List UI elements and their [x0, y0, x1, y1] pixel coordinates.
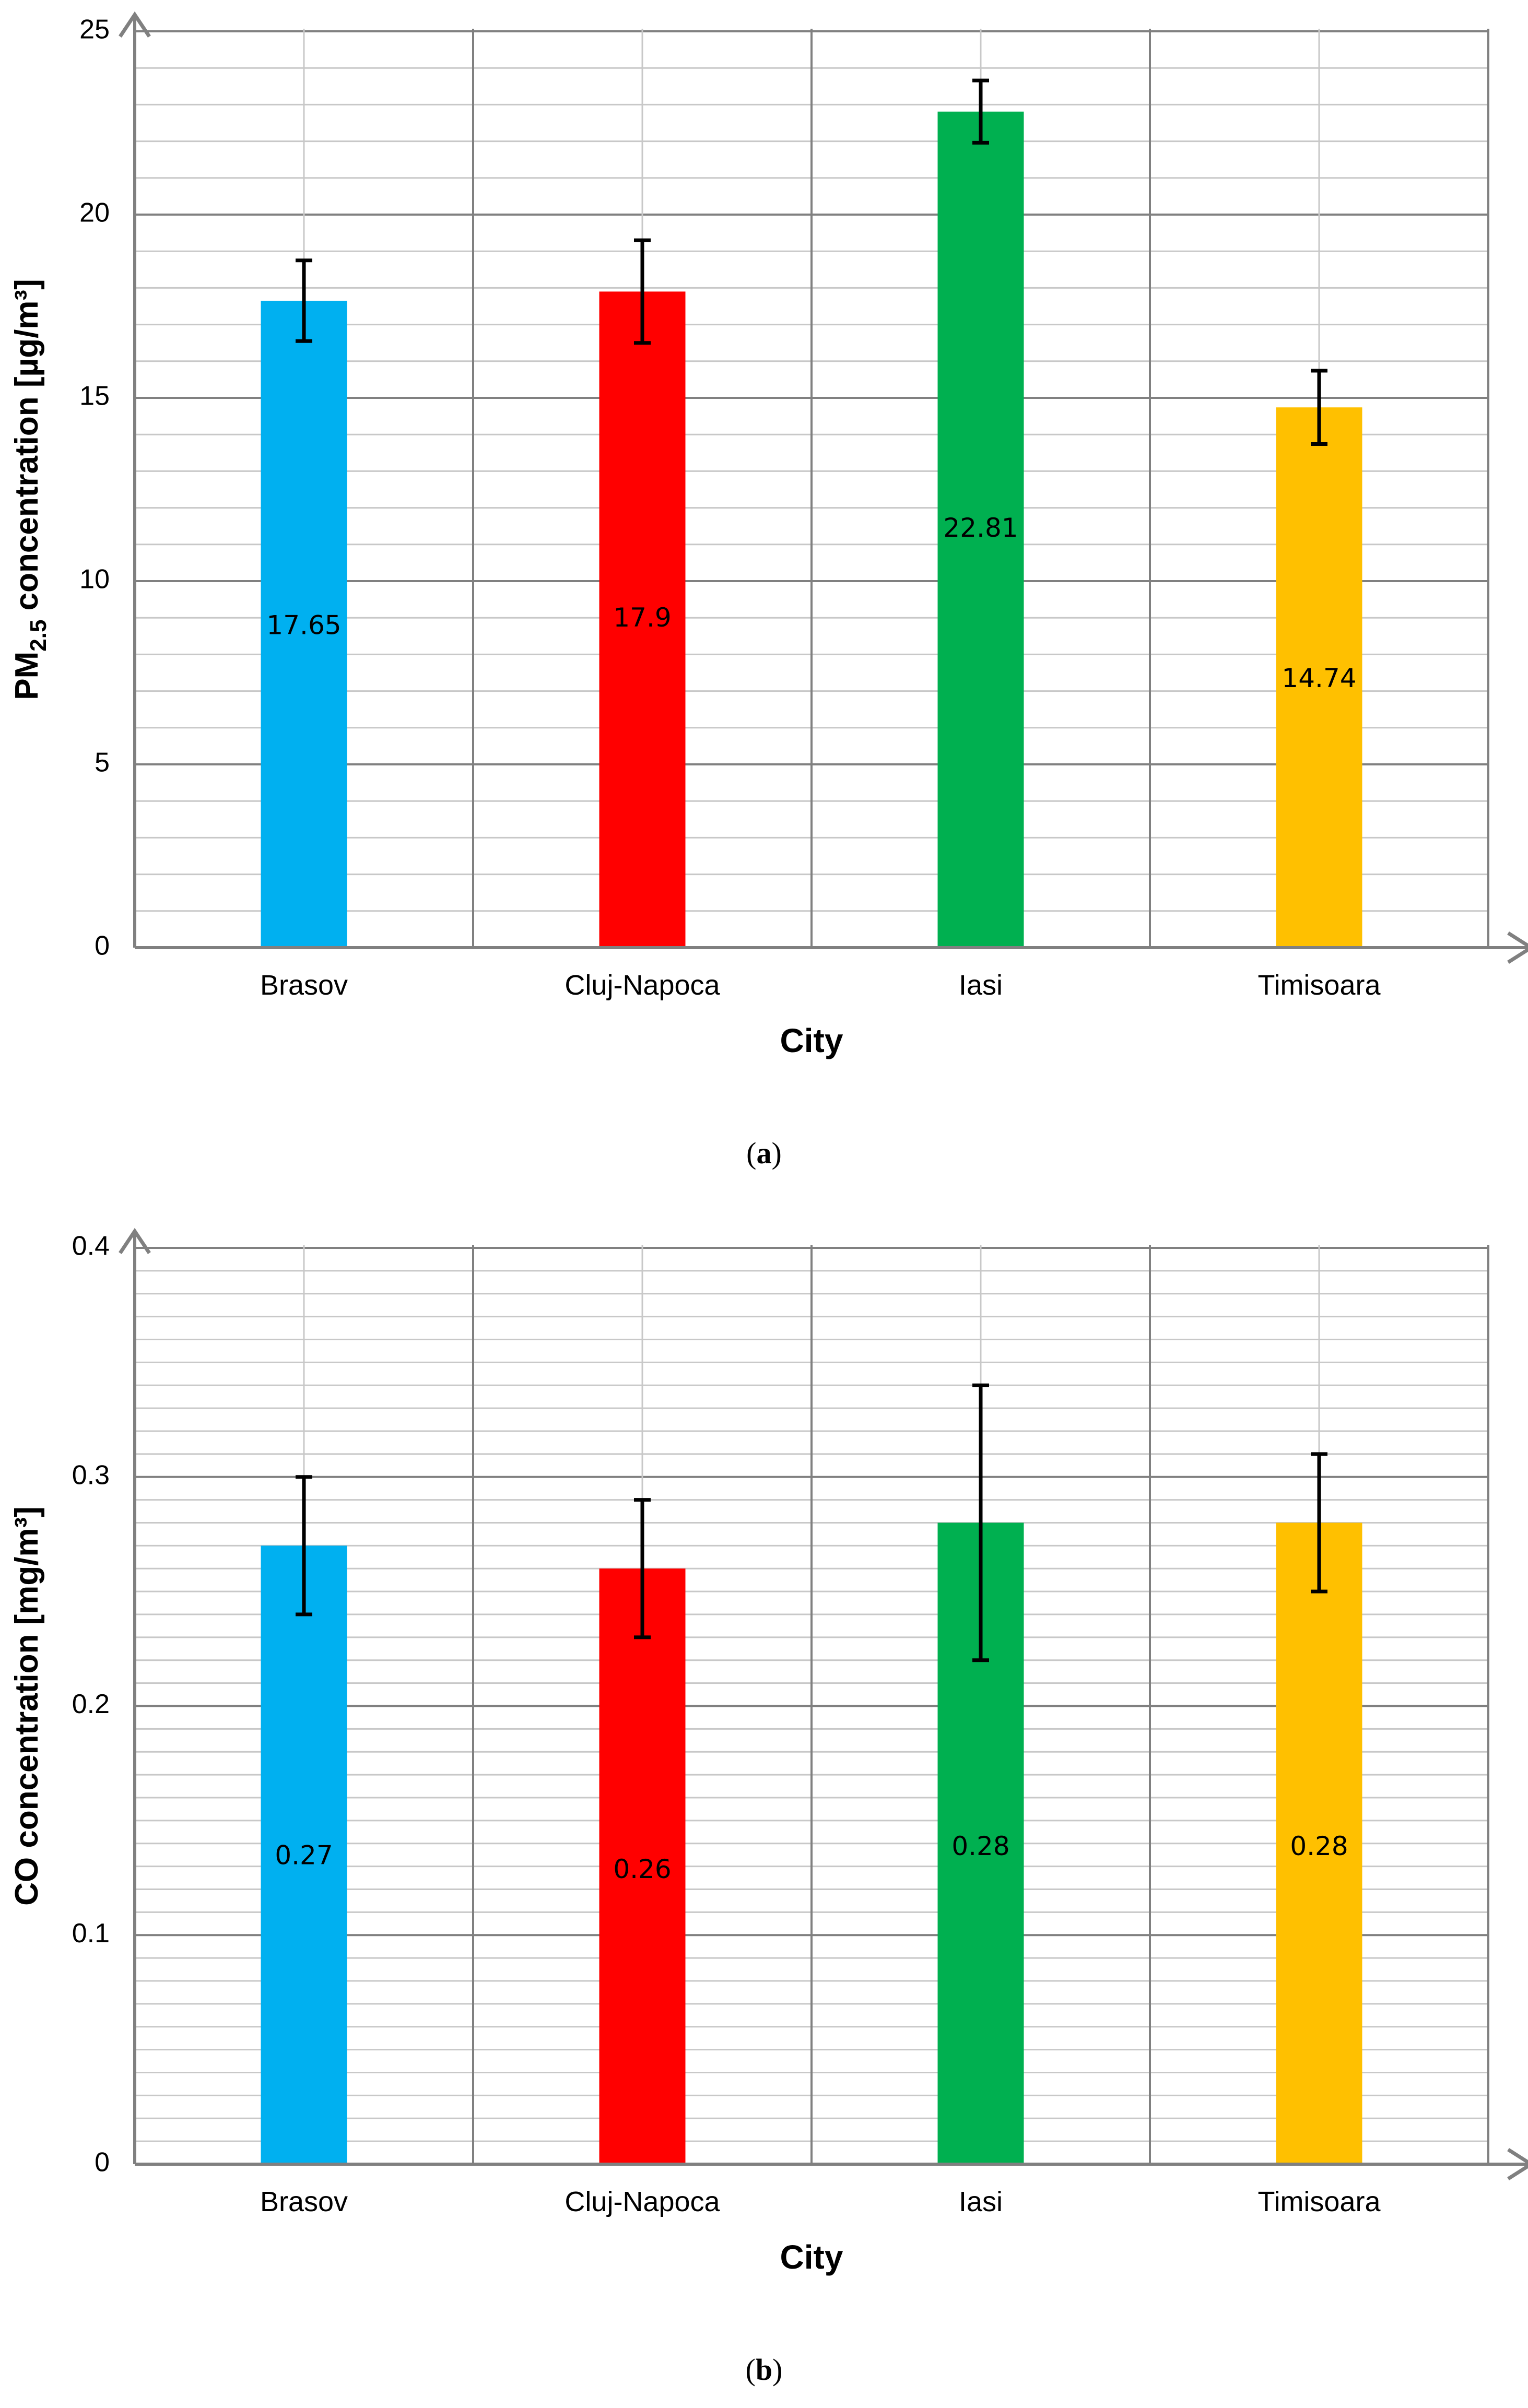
bar-timisoara [1276, 1522, 1362, 2164]
x-tick-label: Brasov [260, 970, 348, 1001]
y-tick-label: 15 [79, 381, 110, 411]
x-tick-label: Iasi [959, 970, 1003, 1001]
data-label: 0.28 [1290, 1831, 1348, 1861]
data-label: 0.27 [275, 1840, 333, 1871]
caption-a: (a) [746, 1136, 782, 1170]
error-bar [972, 78, 989, 145]
x-axis-arrow-icon [1507, 2148, 1528, 2180]
y-axis-title-main: PM [9, 652, 45, 700]
caption-a-letter: a [756, 1136, 772, 1170]
x-axis-arrow-icon [1507, 931, 1528, 964]
caption-b: (b) [745, 2353, 783, 2387]
error-bar [634, 1498, 651, 1639]
data-label: 14.74 [1282, 663, 1356, 693]
data-label: 0.26 [613, 1854, 671, 1884]
error-bar [972, 1383, 989, 1662]
x-axis-title: City [780, 2238, 843, 2276]
data-label: 17.65 [266, 610, 341, 640]
error-bar [1311, 1452, 1327, 1593]
chart-b: 0.27 0.26 0.28 0.28 0 0.1 0.2 0.3 0.4 Brasov Cluj-… [9, 1227, 1528, 2276]
x-tick-label: Cluj-Napoca [565, 970, 720, 1001]
caption-b-letter: b [755, 2353, 773, 2387]
x-tick-label: Cluj-Napoca [565, 2186, 720, 2217]
bar-brasov [261, 1545, 347, 2164]
x-tick-label: Timisoara [1257, 2186, 1381, 2217]
data-label: 22.81 [943, 513, 1018, 543]
bar-brasov [261, 300, 347, 948]
y-tick-label: 10 [79, 564, 110, 595]
y-tick-label: 25 [79, 15, 110, 45]
y-tick-label: 0.3 [72, 1460, 110, 1490]
y-axis-title-subscript: 2.5 [26, 620, 51, 652]
y-tick-label: 0.1 [72, 1918, 110, 1949]
grid [135, 29, 1489, 948]
x-axis-title: City [780, 1022, 843, 1059]
data-label: 17.9 [613, 603, 671, 633]
y-tick-label: 0.4 [72, 1231, 110, 1261]
y-tick-label: 0 [95, 931, 110, 961]
bar-iasi [937, 111, 1024, 948]
error-bar [296, 1475, 312, 1616]
axes [119, 1227, 1528, 2180]
error-bar [634, 238, 651, 345]
error-bar [1311, 369, 1327, 446]
grid [135, 1245, 1489, 2164]
y-tick-label: 20 [79, 198, 110, 228]
error-bar [296, 258, 312, 343]
bar-timisoara [1276, 407, 1362, 948]
y-tick-label: 5 [95, 748, 110, 778]
x-tick-label: Timisoara [1257, 970, 1381, 1001]
axes [119, 11, 1528, 964]
y-axis-title: CO concentration [mg/m³] [9, 1506, 45, 1906]
y-axis-arrow-icon [119, 11, 151, 38]
y-axis-title: PM2.5 concentration [µg/m³] [9, 279, 51, 700]
chart-a: 17.65 17.9 22.81 14.74 0 5 10 15 20 25 Brasov Cluj-… [9, 11, 1528, 1059]
bar-cluj-napoca [599, 1568, 686, 2164]
data-label: 0.28 [951, 1831, 1009, 1861]
y-tick-label: 0.2 [72, 1689, 110, 1719]
y-axis-title-rest: concentration [µg/m³] [9, 279, 45, 619]
x-tick-label: Brasov [260, 2186, 348, 2217]
y-tick-label: 0 [95, 2147, 110, 2178]
y-axis-arrow-icon [119, 1227, 151, 1254]
x-tick-label: Iasi [959, 2186, 1003, 2217]
bar-cluj-napoca [599, 291, 686, 948]
y-axis-title-main: CO concentration [mg/m³] [9, 1506, 45, 1906]
